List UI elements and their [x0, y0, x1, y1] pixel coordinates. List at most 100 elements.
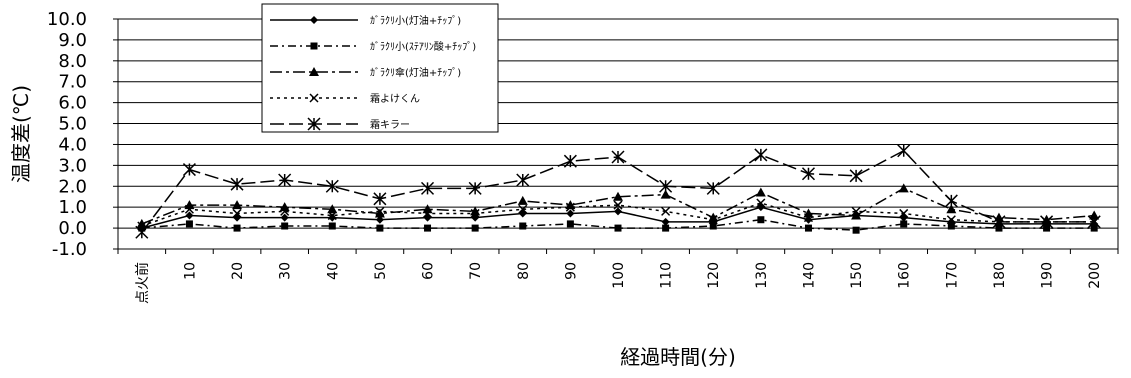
data-point	[995, 224, 1003, 232]
legend-item: 霜よけくん	[270, 93, 420, 105]
y-tick-label: 8.0	[58, 51, 87, 72]
y-axis: 10.09.08.07.06.05.04.03.02.01.00.0-1.0	[47, 9, 118, 260]
series-5	[135, 144, 1101, 239]
legend-item: 霜キラー	[270, 117, 410, 131]
data-point	[992, 215, 1006, 229]
data-point	[1040, 215, 1054, 229]
data-point	[849, 169, 863, 183]
y-tick-label: 4.0	[58, 134, 87, 155]
x-tick-label: 190	[1040, 262, 1056, 289]
legend-item: ｶﾞﾗｸﾘ傘(灯油+ﾁｯﾌﾟ)	[270, 66, 461, 79]
x-tick-label: 200	[1087, 262, 1103, 289]
series-line	[141, 218, 1095, 231]
data-point	[898, 183, 909, 193]
y-tick-label: 9.0	[58, 30, 87, 51]
data-point	[755, 187, 766, 197]
data-point	[184, 204, 194, 214]
data-point	[899, 208, 909, 218]
data-point	[185, 211, 194, 220]
data-point	[278, 173, 292, 187]
data-point	[851, 210, 862, 220]
data-point	[708, 212, 719, 222]
data-point	[613, 191, 623, 201]
data-point	[375, 206, 385, 216]
data-point	[373, 192, 387, 206]
x-tick-label: 150	[849, 262, 865, 289]
legend-marker	[309, 93, 319, 103]
data-point	[756, 198, 766, 208]
y-axis-title: 温度差(℃)	[9, 85, 33, 183]
x-tick-label: 80	[516, 262, 532, 280]
y-tick-label: 10.0	[47, 9, 87, 30]
plot-area	[117, 18, 1119, 250]
data-point	[374, 208, 385, 218]
data-point	[328, 222, 336, 230]
x-tick-label: 90	[563, 262, 579, 280]
data-point	[325, 179, 339, 193]
data-point	[661, 206, 671, 216]
x-tick-label: 100	[611, 262, 627, 289]
data-point	[517, 195, 528, 205]
data-point	[468, 181, 482, 195]
data-point	[375, 215, 384, 224]
x-tick-label: 60	[421, 262, 437, 280]
data-point	[470, 208, 480, 218]
data-point	[1090, 224, 1098, 232]
y-tick-label: 2.0	[58, 176, 87, 197]
y-tick-label: 5.0	[58, 114, 87, 135]
data-point	[280, 206, 290, 216]
legend-label: 霜よけくん	[370, 93, 420, 105]
data-point	[233, 224, 241, 232]
legend-marker	[309, 67, 319, 76]
x-tick-label: 120	[706, 262, 722, 289]
data-point	[232, 208, 242, 218]
y-tick-label: 1.0	[58, 197, 87, 218]
x-tick-label: 20	[230, 262, 246, 280]
y-tick-label: 3.0	[58, 155, 87, 176]
data-point	[801, 167, 816, 181]
data-point	[182, 163, 196, 177]
data-point	[565, 202, 575, 212]
x-axis: 点火前 10 20 30 40 50 60 70 80 90 100 110 120 130 140 150 1…	[117, 249, 1119, 304]
data-point	[803, 213, 814, 223]
data-point	[518, 209, 527, 218]
data-point	[944, 194, 958, 208]
data-point	[1087, 215, 1101, 229]
data-point	[376, 224, 384, 232]
data-point	[420, 181, 435, 195]
x-tick-label: 30	[278, 262, 294, 280]
x-tick-label: 170	[944, 262, 960, 289]
data-point	[566, 209, 575, 218]
series-line	[141, 202, 1095, 227]
data-point	[708, 215, 718, 225]
legend-label: ｶﾞﾗｸﾘ傘(灯油+ﾁｯﾌﾟ)	[370, 66, 461, 79]
legend-marker	[307, 117, 321, 131]
data-point	[327, 211, 337, 221]
x-tick-label: 70	[468, 262, 484, 280]
x-tick-label: 140	[801, 262, 817, 289]
data-point	[661, 217, 670, 226]
data-point	[709, 222, 717, 230]
data-point	[659, 179, 673, 193]
data-point	[1043, 224, 1051, 232]
x-tick-label: 160	[897, 262, 913, 289]
data-point	[423, 213, 432, 222]
data-point	[566, 220, 574, 228]
data-point	[946, 204, 957, 214]
data-point	[230, 177, 244, 191]
data-point	[232, 200, 243, 210]
x-tick-label: 10	[182, 262, 198, 280]
data-point	[1089, 210, 1100, 220]
y-tick-label: 7.0	[58, 72, 87, 93]
legend-item: ｶﾞﾗｸﾘ小(灯油+ﾁｯﾌﾟ)	[270, 14, 461, 27]
x-axis-title: 経過時間(分)	[620, 345, 736, 369]
legend: ｶﾞﾗｸﾘ小(灯油+ﾁｯﾌﾟ) ｶﾞﾗｸﾘ小(ｽﾃｱﾘﾝ酸+ﾁｯﾌﾟ) ｶﾞﾗｸﾘ傘…	[261, 3, 499, 133]
data-point	[900, 220, 908, 228]
data-point	[185, 220, 193, 228]
data-point	[611, 150, 625, 164]
data-point	[852, 226, 860, 234]
legend-label: ｶﾞﾗｸﾘ小(灯油+ﾁｯﾌﾟ)	[370, 14, 461, 27]
data-point	[563, 154, 577, 168]
data-point	[947, 222, 955, 230]
